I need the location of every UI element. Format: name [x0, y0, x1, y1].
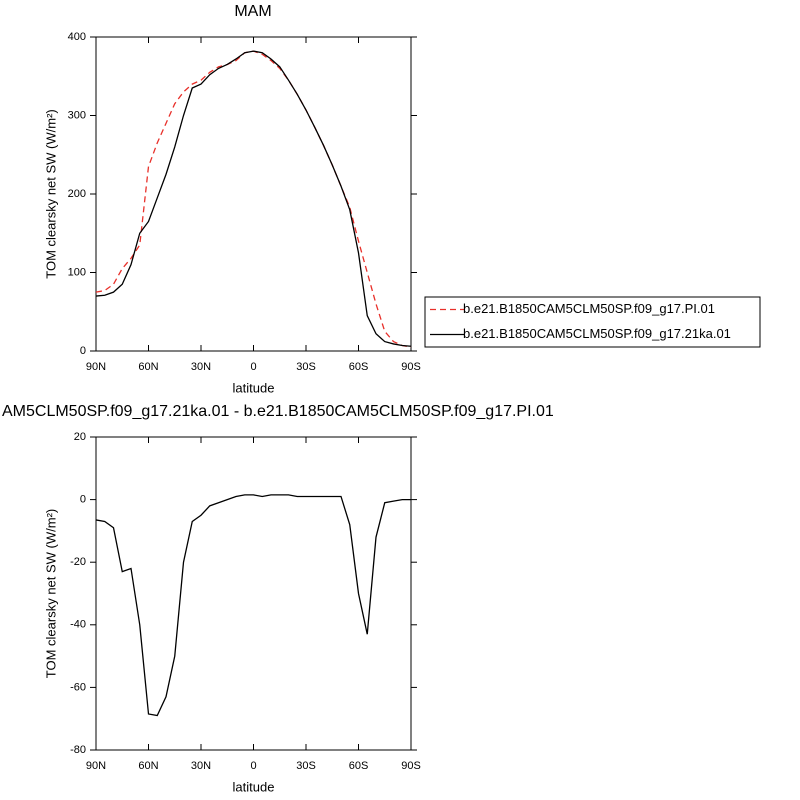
y-tick-label: 20	[74, 431, 86, 443]
y-axis-label: TOM clearsky net SW (W/m²)	[43, 509, 58, 678]
y-tick-label: -40	[70, 619, 86, 631]
chart-title: AM5CLM50SP.f09_g17.21ka.01 - b.e21.B1850…	[2, 403, 554, 420]
y-axis-label: TOM clearsky net SW (W/m²)	[43, 109, 58, 278]
x-tick-label: 90N	[86, 760, 106, 772]
x-axis-label: latitude	[233, 380, 275, 395]
y-tick-label: 300	[68, 109, 86, 121]
x-tick-label: 90S	[401, 361, 421, 373]
legend-label: b.e21.B1850CAM5CLM50SP.f09_g17.21ka.01	[463, 326, 731, 341]
plot-frame	[95, 436, 412, 751]
x-tick-label: 30N	[191, 361, 211, 373]
x-tick-label: 30S	[296, 760, 316, 772]
y-tick-label: -20	[70, 556, 86, 568]
x-tick-label: 60S	[349, 760, 369, 772]
plot-frame	[95, 36, 412, 352]
y-tick-label: -60	[70, 681, 86, 693]
data-line	[95, 494, 411, 717]
x-tick-label: 90N	[86, 361, 106, 373]
x-tick-label: 60S	[349, 361, 369, 373]
y-tick-label: 0	[80, 345, 86, 357]
data-line	[95, 50, 412, 347]
x-tick-label: 60N	[138, 760, 158, 772]
x-tick-label: 30S	[296, 361, 316, 373]
x-tick-label: 60N	[138, 361, 158, 373]
y-tick-label: 0	[80, 494, 86, 506]
legend-box	[424, 296, 761, 348]
x-tick-label: 30N	[191, 760, 211, 772]
x-axis-label: latitude	[233, 779, 275, 794]
chart-title: MAM	[234, 3, 271, 20]
y-tick-label: 200	[68, 188, 86, 200]
y-tick-label: 100	[68, 266, 86, 278]
y-tick-label: -80	[70, 744, 86, 756]
x-tick-label: 90S	[401, 760, 421, 772]
y-tick-label: 400	[68, 31, 86, 43]
x-tick-label: 0	[250, 361, 256, 373]
data-line	[95, 50, 412, 348]
x-tick-label: 0	[250, 760, 256, 772]
legend-label: b.e21.B1850CAM5CLM50SP.f09_g17.PI.01	[463, 301, 715, 316]
